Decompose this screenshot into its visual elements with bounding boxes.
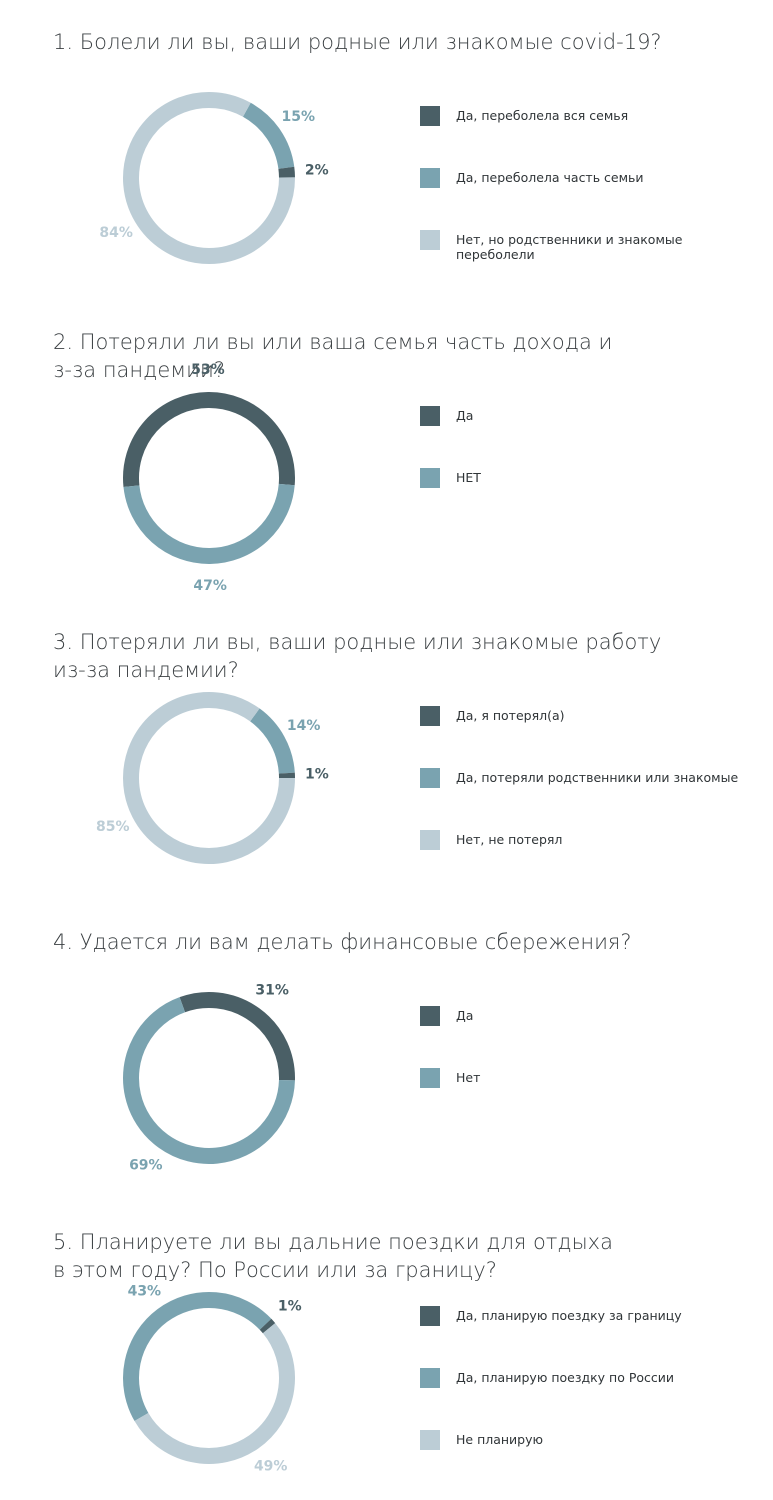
donut-segment	[134, 1323, 295, 1464]
chart-title: 2. Потеряли ли вы или ваша семья часть д…	[53, 330, 612, 354]
value-label: 43%	[128, 1283, 162, 1299]
donut-segment	[123, 92, 295, 264]
chart-title: з-за пандемии?	[53, 358, 225, 382]
value-label: 1%	[278, 1298, 302, 1314]
donut-segment	[249, 708, 295, 774]
value-label: 69%	[129, 1158, 163, 1174]
value-label: 15%	[281, 109, 315, 125]
chart-title: 3. Потеряли ли вы, ваши родные или знако…	[53, 630, 661, 654]
legend-label: Да, планирую поездку по России	[456, 1370, 675, 1385]
legend-label: Да, я потерял(а)	[456, 708, 565, 723]
legend-label: Не планирую	[456, 1432, 544, 1447]
legend-swatch	[420, 168, 440, 188]
value-label: 47%	[193, 578, 227, 594]
donut-segment	[123, 483, 295, 564]
legend-label: Нет	[456, 1070, 481, 1085]
donut-segment	[242, 102, 295, 170]
chart-title: в этом году? По России или за границу?	[53, 1258, 497, 1282]
donut-segment	[278, 166, 295, 178]
chart-title: из-за пандемии?	[53, 658, 239, 682]
value-label: 84%	[99, 225, 133, 241]
value-label: 53%	[191, 362, 225, 378]
legend-swatch	[420, 768, 440, 788]
value-label: 14%	[287, 718, 321, 734]
chart-title: 1. Болели ли вы, ваши родные или знакомы…	[53, 30, 662, 54]
legend-swatch	[420, 1430, 440, 1450]
donut-segment	[123, 1292, 272, 1421]
value-label: 31%	[255, 982, 289, 998]
legend-label: Да, переболела вся семья	[456, 108, 629, 123]
legend-swatch	[420, 230, 440, 250]
legend-swatch	[420, 830, 440, 850]
legend-swatch	[420, 468, 440, 488]
value-label: 49%	[254, 1459, 288, 1475]
donut-segment	[259, 1318, 276, 1334]
legend-label: НЕТ	[456, 470, 481, 485]
legend-label: Нет, не потерял	[456, 832, 563, 847]
legend-label: Да, потеряли родственники или знакомые	[456, 770, 739, 785]
legend-swatch	[420, 1006, 440, 1026]
donut-segment	[123, 692, 295, 864]
legend-swatch	[420, 1068, 440, 1088]
legend-label: Да, планирую поездку за границу	[456, 1308, 682, 1323]
legend-swatch	[420, 1368, 440, 1388]
donut-segment	[123, 997, 295, 1164]
donut-segment	[179, 992, 295, 1081]
value-label: 2%	[305, 163, 329, 179]
legend-swatch	[420, 706, 440, 726]
legend-label: Да	[456, 1008, 474, 1023]
donut-segment	[123, 392, 295, 487]
chart-title: 5. Планируете ли вы дальние поездки для …	[53, 1230, 613, 1254]
legend-label: Нет, но родственники и знакомые переболе…	[456, 232, 683, 262]
legend-label: Да, переболела часть семьи	[456, 170, 644, 185]
chart-title: 4. Удается ли вам делать финансовые сбер…	[53, 930, 631, 954]
value-label: 1%	[305, 767, 329, 783]
legend-swatch	[420, 106, 440, 126]
value-label: 85%	[96, 819, 130, 835]
legend-swatch	[420, 1306, 440, 1326]
legend-label: Да	[456, 408, 474, 423]
legend-swatch	[420, 406, 440, 426]
